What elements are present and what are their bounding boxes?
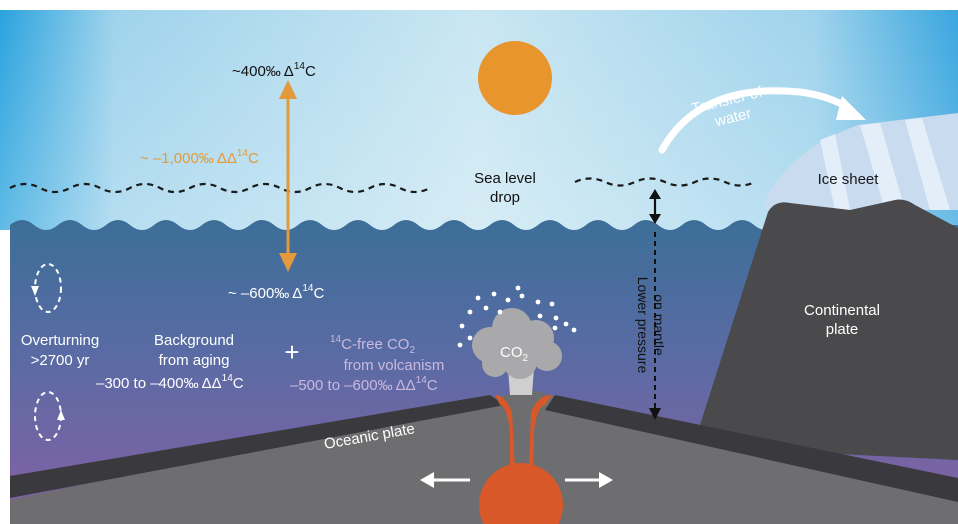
sea-level-drop-head-up — [649, 189, 661, 199]
former-sea-level-line-left — [9, 182, 431, 194]
ice-sheet-label: Ice sheet — [818, 171, 880, 188]
atmosphere-c14-label: ~400‰ Δ14C — [232, 61, 316, 80]
plus-sign: + — [284, 337, 299, 367]
continental-plate — [700, 199, 958, 461]
transfer-of-water-arrow-head — [836, 96, 866, 120]
magma-chamber — [479, 463, 563, 524]
background-aging-label: Background from aging — [154, 332, 234, 369]
spreading-arrow-left-head — [420, 472, 434, 488]
volcanic-source-label: from volcanism — [344, 357, 445, 374]
magma-plume — [495, 395, 552, 485]
volcanic-co2-label: 14C-free CO2 — [330, 334, 415, 356]
overturning-loop-top — [34, 263, 62, 313]
ice-sheet — [765, 113, 958, 210]
lower-pressure-label: Lower pressureon mantle — [635, 277, 667, 374]
overturning-loop-top-arrow — [31, 286, 39, 296]
former-sea-level-line-right — [574, 177, 756, 187]
orange-arrow-head-down — [279, 253, 297, 272]
gradient-difference-label: ~ –1,000‰ ΔΔ14C — [140, 148, 259, 167]
spreading-arrow-right-head — [599, 472, 613, 488]
mantle — [10, 390, 958, 524]
sea-level-drop-head-down — [649, 214, 661, 224]
co2-cloud — [472, 308, 562, 379]
ocean-c14-label: ~ –600‰ Δ14C — [228, 283, 324, 302]
volcanic-value: –500 to –600‰ ΔΔ14C — [290, 375, 438, 394]
sea-level-drop-label: Sea level drop — [474, 170, 536, 206]
oceanic-plate-right — [545, 395, 958, 502]
ice-sheet-streaks — [820, 118, 950, 210]
transfer-of-water-arrow — [658, 87, 852, 154]
sun-icon — [478, 41, 552, 115]
oceanic-plate-left — [10, 395, 505, 498]
overturning-loop-bottom-arrow — [57, 410, 65, 420]
background-aging-value: –300 to –400‰ ΔΔ14C — [96, 373, 244, 392]
co2-cloud-label: CO2 — [500, 344, 529, 364]
overturning-label: Overturning >2700 yr — [21, 332, 99, 369]
orange-arrow-head-up — [279, 80, 297, 99]
continental-plate-label: Continental plate — [804, 302, 880, 338]
co2-bubbles — [457, 285, 577, 348]
lower-pressure-arrow-head — [649, 408, 661, 420]
